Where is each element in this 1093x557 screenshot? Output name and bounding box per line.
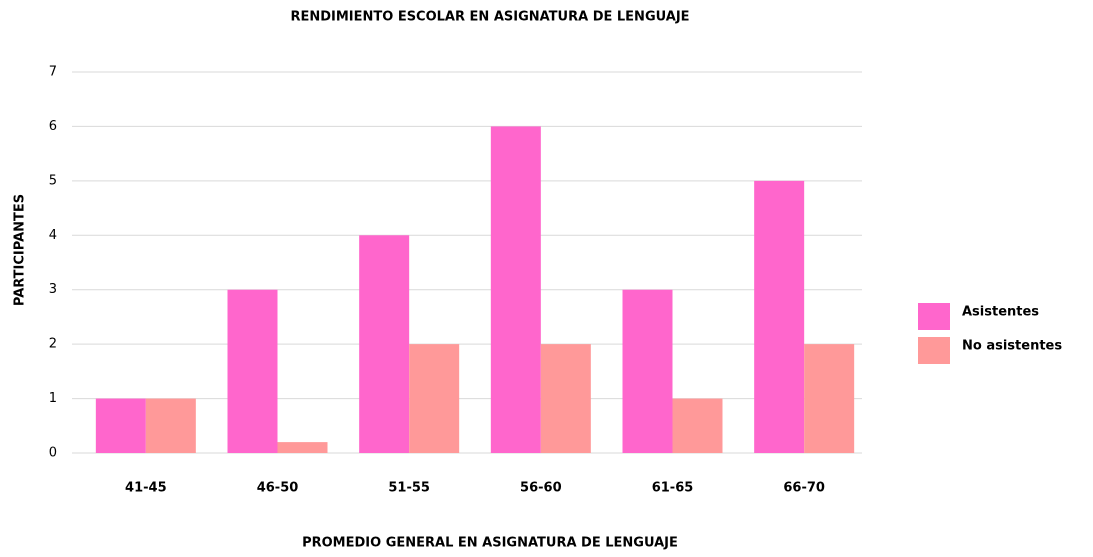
legend-swatch	[918, 337, 950, 364]
legend-swatch	[918, 303, 950, 330]
y-tick-label: 1	[49, 391, 57, 406]
bar	[359, 235, 410, 453]
bar	[540, 344, 591, 453]
bar	[409, 344, 460, 453]
bar	[145, 398, 196, 453]
bar	[490, 126, 541, 453]
y-tick-label: 2	[49, 337, 57, 352]
legend-label: Asistentes	[962, 305, 1039, 320]
bar	[227, 289, 278, 453]
bar	[277, 442, 328, 453]
y-tick-label: 3	[49, 282, 57, 297]
bar	[622, 289, 673, 453]
y-tick-label: 6	[49, 119, 57, 134]
chart-title: RENDIMIENTO ESCOLAR EN ASIGNATURA DE LEN…	[290, 10, 689, 25]
y-tick-label: 0	[49, 446, 57, 461]
y-tick-label: 4	[49, 228, 57, 243]
y-axis-label: PARTICIPANTES	[13, 194, 28, 306]
y-tick-label: 5	[49, 173, 57, 188]
y-tick-label: 7	[49, 65, 57, 80]
bar	[95, 398, 146, 453]
bar	[754, 180, 805, 453]
x-tick-label: 41-45	[125, 481, 167, 496]
bar	[672, 398, 723, 453]
x-tick-label: 61-65	[652, 481, 694, 496]
legend-label: No asistentes	[962, 339, 1062, 354]
x-tick-label: 56-60	[520, 481, 562, 496]
x-tick-label: 51-55	[388, 481, 430, 496]
bar	[804, 344, 855, 453]
x-axis-label: PROMEDIO GENERAL EN ASIGNATURA DE LENGUA…	[302, 536, 678, 551]
x-tick-label: 46-50	[257, 481, 299, 496]
x-tick-label: 66-70	[783, 481, 825, 496]
